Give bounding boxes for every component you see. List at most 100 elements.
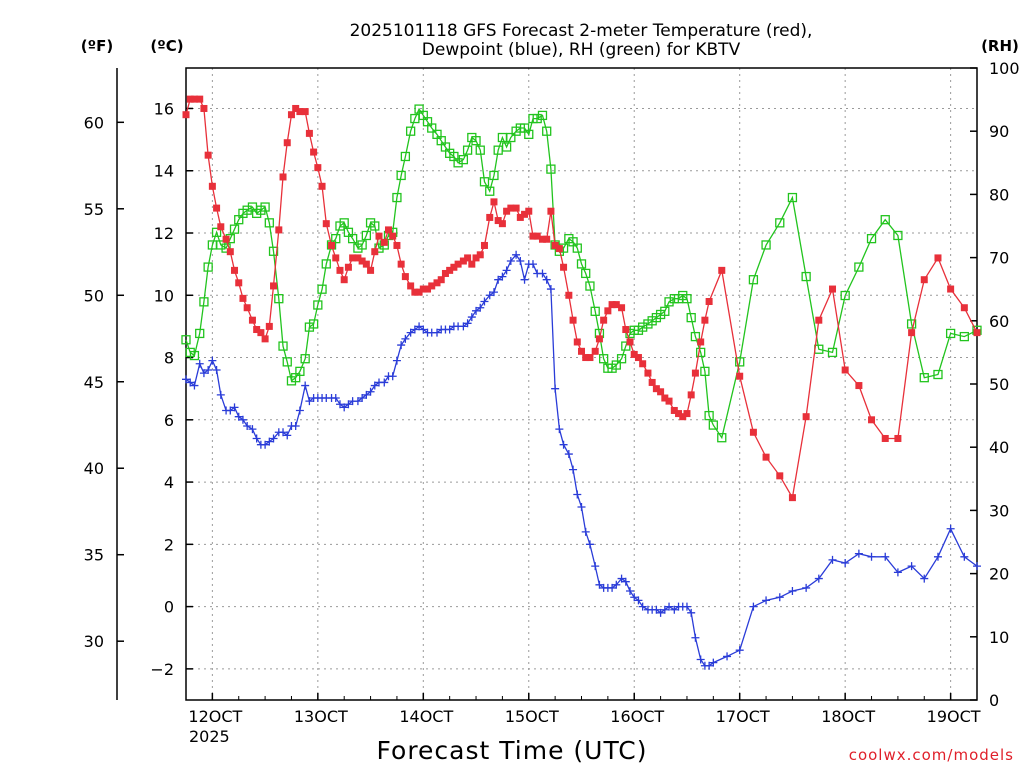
dewpoint-point xyxy=(401,334,410,343)
dewpoint-point xyxy=(512,250,521,259)
rh-point xyxy=(321,259,331,269)
celsius-tick-label: 8 xyxy=(164,349,174,368)
temperature-point xyxy=(675,410,683,418)
dewpoint-point xyxy=(735,646,744,655)
dewpoint-point xyxy=(585,540,594,549)
temperature-point xyxy=(521,210,529,218)
dewpoint-point xyxy=(344,400,353,409)
temperature-point xyxy=(687,391,695,399)
temperature-point xyxy=(480,241,488,249)
rh-point xyxy=(690,331,701,342)
dewpoint-point xyxy=(621,577,630,586)
rh-point xyxy=(682,294,692,304)
rh-point xyxy=(585,281,595,291)
rh-tick-label: 60 xyxy=(989,312,1009,331)
dewpoint-point xyxy=(208,356,217,365)
fahrenheit-tick-label: 55 xyxy=(84,200,104,219)
dewpoint-point xyxy=(234,412,243,421)
temperature-point xyxy=(498,220,506,228)
temperature-point xyxy=(560,263,568,271)
x-year-label: 2025 xyxy=(189,727,230,746)
rh-point xyxy=(686,312,696,323)
rh-tick-label: 10 xyxy=(989,628,1009,647)
temperature-point xyxy=(538,235,546,243)
x-tick-label: 12OCT xyxy=(188,707,242,726)
rh-point xyxy=(919,373,929,383)
temperature-point xyxy=(279,173,287,181)
temperature-point xyxy=(358,257,366,265)
temperature-point xyxy=(881,434,889,442)
dewpoint-point xyxy=(216,390,225,399)
temperature-point xyxy=(569,316,577,324)
temperature-point xyxy=(648,378,656,386)
fahrenheit-tick-label: 45 xyxy=(84,373,104,392)
temperature-point xyxy=(626,338,634,346)
temperature-point xyxy=(802,413,810,421)
temperature-point xyxy=(261,335,269,343)
dewpoint-point xyxy=(516,257,525,266)
dewpoint-point xyxy=(406,328,415,337)
rh-point xyxy=(537,110,548,121)
x-tick-label: 17OCT xyxy=(716,707,770,726)
temperature-point xyxy=(776,472,784,480)
rh-point xyxy=(660,306,670,316)
temperature-point xyxy=(411,288,419,296)
dewpoint-point xyxy=(907,562,916,571)
temperature-point xyxy=(275,226,283,234)
dewpoint-point xyxy=(608,583,617,592)
temperature-point xyxy=(287,111,295,119)
dewpoint-point xyxy=(626,587,635,596)
temperature-point xyxy=(354,254,362,262)
rh-point xyxy=(775,218,785,228)
dewpoint-point xyxy=(463,319,472,328)
dewpoint-point xyxy=(291,422,300,431)
temperature-point xyxy=(565,291,573,299)
dewpoint-point xyxy=(476,303,485,312)
temperature-point xyxy=(419,285,427,293)
dewpoint-point xyxy=(397,341,406,350)
temperature-point xyxy=(314,164,322,172)
temperature-point xyxy=(736,372,744,380)
dewpoint-point xyxy=(652,605,661,614)
temperature-point xyxy=(960,304,968,312)
rh-point xyxy=(501,142,512,152)
temperature-point xyxy=(213,204,221,212)
temperature-point xyxy=(407,282,415,290)
dewpoint-point xyxy=(564,450,573,459)
fahrenheit-tick-label: 30 xyxy=(84,632,104,651)
dewpoint-point xyxy=(204,365,213,374)
rh-point xyxy=(400,151,411,162)
temperature-point xyxy=(973,329,981,337)
temperature-series xyxy=(182,95,981,502)
x-tick-label: 18OCT xyxy=(821,707,875,726)
temperature-point xyxy=(749,428,757,436)
dewpoint-point xyxy=(788,587,797,596)
temperature-point xyxy=(424,285,432,293)
dewpoint-point xyxy=(243,422,252,431)
dewpoint-point xyxy=(617,574,626,583)
temperature-point xyxy=(380,238,388,246)
dewpoint-point xyxy=(380,378,389,387)
dewpoint-point xyxy=(433,328,442,337)
temperature-point xyxy=(494,217,502,225)
dewpoint-point xyxy=(212,365,221,374)
temperature-point xyxy=(665,397,673,405)
temperature-point xyxy=(371,248,379,256)
temperature-point xyxy=(788,494,796,502)
rh-point xyxy=(489,170,499,181)
dewpoint-point xyxy=(480,297,489,306)
celsius-tick-label: −2 xyxy=(150,660,174,679)
x-axis-label: Forecast Time (UTC) xyxy=(377,736,648,765)
rh-point xyxy=(611,360,621,370)
rh-point xyxy=(506,132,516,143)
rh-tick-label: 90 xyxy=(989,122,1009,141)
rh-point xyxy=(221,243,231,253)
temperature-point xyxy=(512,204,520,212)
dewpoint-point xyxy=(335,400,344,409)
rh-point xyxy=(717,433,727,443)
dewpoint-point xyxy=(506,257,515,266)
dewpoint-point xyxy=(920,574,929,583)
temperature-point xyxy=(476,251,484,259)
rh-point xyxy=(581,268,591,279)
